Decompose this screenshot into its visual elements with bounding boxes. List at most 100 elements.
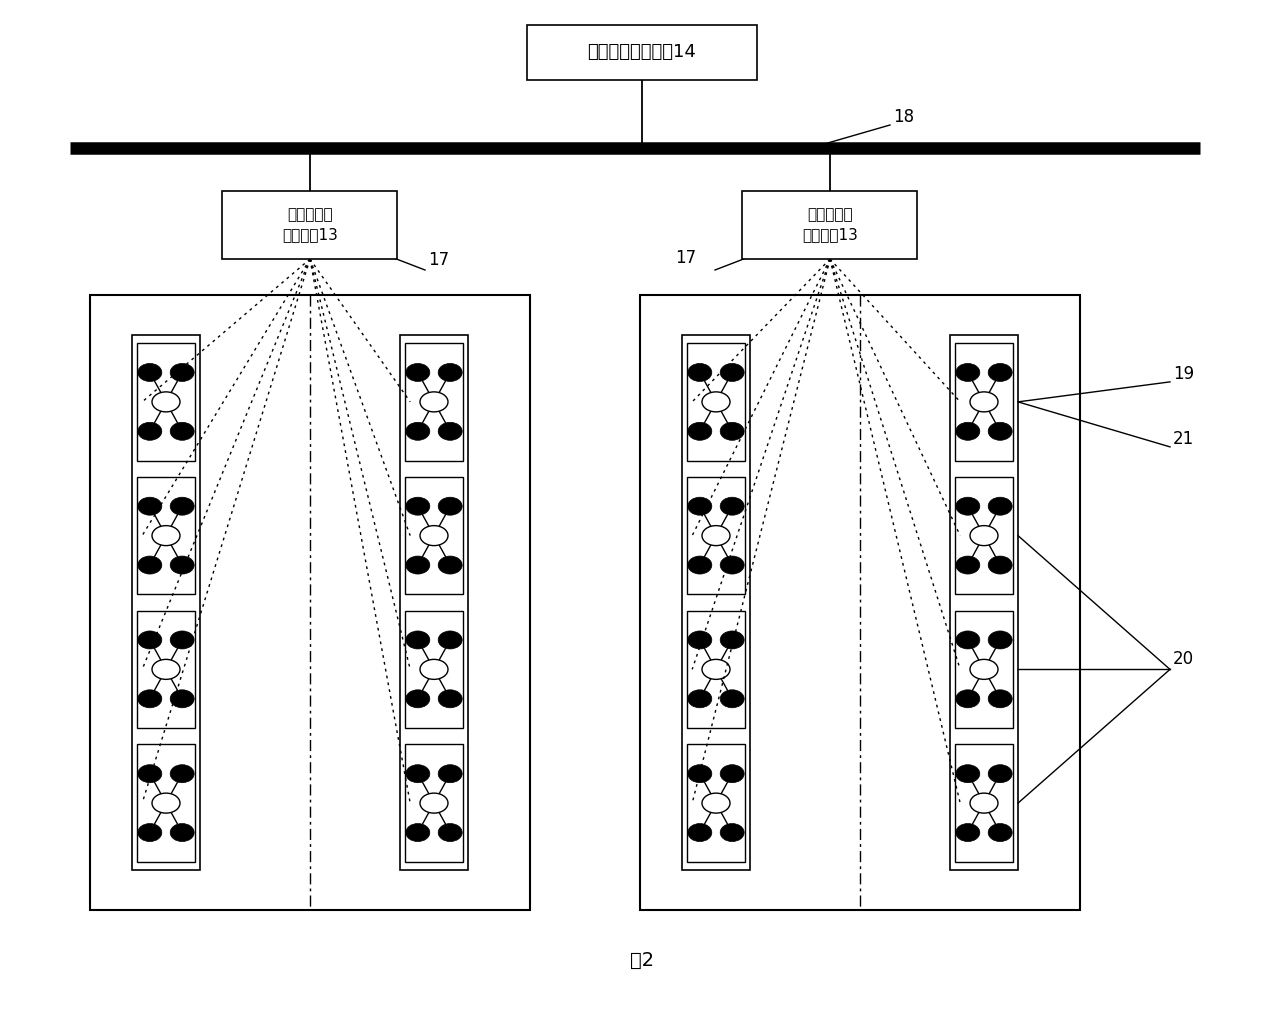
Ellipse shape (955, 823, 980, 841)
FancyBboxPatch shape (950, 335, 1018, 870)
Ellipse shape (688, 690, 711, 708)
FancyBboxPatch shape (639, 295, 1080, 910)
Ellipse shape (438, 765, 462, 783)
Ellipse shape (989, 422, 1012, 440)
Text: 车辆段信息
收集系统13: 车辆段信息 收集系统13 (282, 208, 338, 242)
Ellipse shape (438, 364, 462, 382)
Ellipse shape (171, 631, 194, 649)
FancyBboxPatch shape (687, 343, 745, 461)
FancyBboxPatch shape (955, 610, 1013, 728)
FancyBboxPatch shape (682, 335, 750, 870)
Text: 18: 18 (892, 108, 914, 126)
Ellipse shape (688, 497, 711, 515)
Text: 17: 17 (675, 249, 696, 267)
Ellipse shape (406, 690, 430, 708)
Ellipse shape (688, 765, 711, 783)
FancyBboxPatch shape (137, 744, 195, 862)
Ellipse shape (688, 364, 711, 382)
Ellipse shape (152, 660, 180, 680)
Ellipse shape (688, 557, 711, 574)
Ellipse shape (720, 631, 745, 649)
Ellipse shape (720, 557, 745, 574)
FancyBboxPatch shape (137, 343, 195, 461)
Ellipse shape (438, 690, 462, 708)
Ellipse shape (137, 631, 162, 649)
Ellipse shape (171, 690, 194, 708)
FancyBboxPatch shape (526, 24, 758, 80)
Ellipse shape (688, 631, 711, 649)
FancyBboxPatch shape (742, 191, 918, 259)
Ellipse shape (702, 660, 731, 680)
FancyBboxPatch shape (137, 610, 195, 728)
Ellipse shape (720, 422, 745, 440)
Ellipse shape (438, 557, 462, 574)
FancyBboxPatch shape (955, 343, 1013, 461)
Ellipse shape (137, 364, 162, 382)
Ellipse shape (406, 422, 430, 440)
Ellipse shape (137, 690, 162, 708)
FancyBboxPatch shape (222, 191, 398, 259)
Ellipse shape (955, 765, 980, 783)
Ellipse shape (702, 525, 731, 545)
Ellipse shape (989, 364, 1012, 382)
Ellipse shape (406, 364, 430, 382)
Ellipse shape (406, 823, 430, 841)
Ellipse shape (969, 660, 998, 680)
Text: 全国列车检修系统14: 全国列车检修系统14 (588, 43, 696, 61)
Ellipse shape (989, 823, 1012, 841)
Text: 车辆段信息
收集系统13: 车辆段信息 收集系统13 (802, 208, 858, 242)
Ellipse shape (171, 497, 194, 515)
Ellipse shape (720, 690, 745, 708)
Ellipse shape (171, 823, 194, 841)
FancyBboxPatch shape (687, 477, 745, 595)
Ellipse shape (420, 525, 448, 545)
Ellipse shape (955, 631, 980, 649)
FancyBboxPatch shape (90, 295, 530, 910)
Ellipse shape (955, 557, 980, 574)
Ellipse shape (171, 557, 194, 574)
Ellipse shape (989, 557, 1012, 574)
Ellipse shape (720, 497, 745, 515)
Ellipse shape (720, 823, 745, 841)
Ellipse shape (406, 631, 430, 649)
Ellipse shape (406, 497, 430, 515)
Ellipse shape (438, 631, 462, 649)
Ellipse shape (969, 793, 998, 813)
FancyBboxPatch shape (404, 744, 464, 862)
Ellipse shape (152, 525, 180, 545)
FancyBboxPatch shape (687, 610, 745, 728)
Ellipse shape (171, 364, 194, 382)
Ellipse shape (406, 557, 430, 574)
Ellipse shape (720, 364, 745, 382)
Ellipse shape (152, 392, 180, 412)
Ellipse shape (137, 765, 162, 783)
Ellipse shape (137, 823, 162, 841)
Ellipse shape (688, 422, 711, 440)
Ellipse shape (420, 660, 448, 680)
Ellipse shape (137, 557, 162, 574)
FancyBboxPatch shape (687, 744, 745, 862)
Text: 图2: 图2 (630, 950, 654, 970)
Ellipse shape (955, 497, 980, 515)
Ellipse shape (406, 765, 430, 783)
Text: 17: 17 (428, 251, 449, 269)
Ellipse shape (989, 690, 1012, 708)
Text: 20: 20 (1174, 650, 1194, 669)
FancyBboxPatch shape (132, 335, 200, 870)
Ellipse shape (955, 690, 980, 708)
Ellipse shape (438, 497, 462, 515)
FancyBboxPatch shape (137, 477, 195, 595)
FancyBboxPatch shape (404, 610, 464, 728)
Ellipse shape (989, 765, 1012, 783)
Ellipse shape (137, 422, 162, 440)
FancyBboxPatch shape (404, 343, 464, 461)
Ellipse shape (152, 793, 180, 813)
Ellipse shape (688, 823, 711, 841)
Ellipse shape (989, 631, 1012, 649)
Ellipse shape (420, 793, 448, 813)
Ellipse shape (702, 793, 731, 813)
Text: 21: 21 (1174, 430, 1194, 447)
Ellipse shape (702, 392, 731, 412)
Ellipse shape (955, 364, 980, 382)
Ellipse shape (969, 525, 998, 545)
